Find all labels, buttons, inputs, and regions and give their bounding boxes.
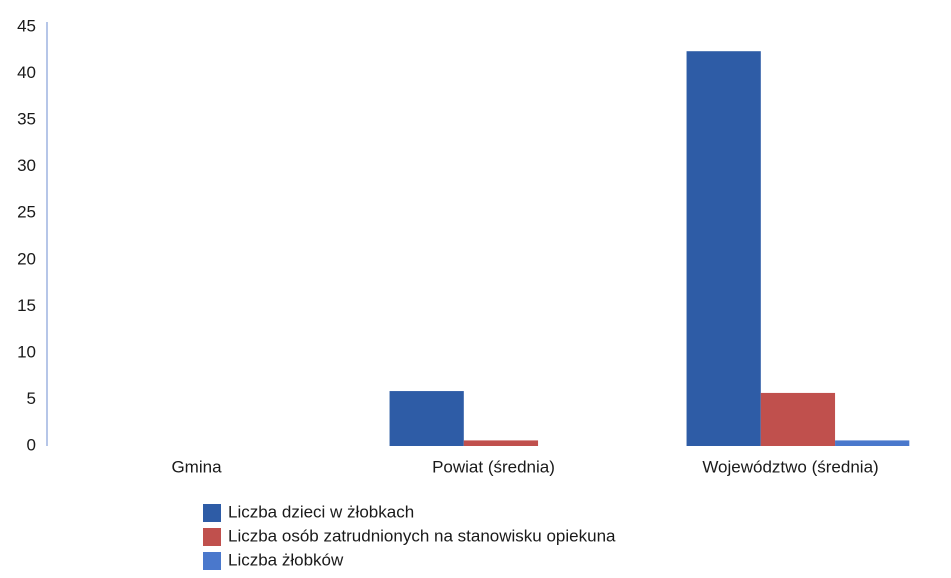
y-tick-label: 0	[27, 435, 36, 454]
bar	[760, 392, 836, 446]
legend-label: Liczba osób zatrudnionych na stanowisku …	[228, 526, 616, 545]
legend-label: Liczba żłobków	[228, 550, 344, 569]
legend-swatch	[203, 504, 221, 522]
y-tick-label: 15	[17, 296, 36, 315]
y-tick-label: 5	[27, 389, 36, 408]
bar	[835, 440, 910, 446]
y-tick-label: 25	[17, 203, 36, 222]
y-tick-label: 45	[17, 16, 36, 35]
legend-label: Liczba dzieci w żłobkach	[228, 502, 414, 521]
y-tick-label: 40	[17, 63, 36, 82]
legend-swatch	[203, 528, 221, 546]
x-tick-label: Gmina	[171, 457, 222, 476]
bar	[463, 440, 539, 446]
y-tick-label: 20	[17, 249, 36, 268]
y-tick-label: 30	[17, 156, 36, 175]
bar	[686, 51, 761, 446]
bar	[389, 391, 464, 446]
x-tick-label: Powiat (średnia)	[432, 457, 555, 476]
y-tick-label: 35	[17, 110, 36, 129]
legend-swatch	[203, 552, 221, 570]
x-tick-label: Województwo (średnia)	[702, 457, 878, 476]
y-tick-label: 10	[17, 342, 36, 361]
